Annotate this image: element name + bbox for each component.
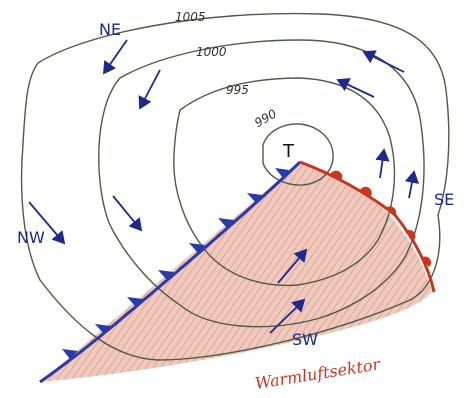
label-se: SE <box>434 190 454 209</box>
wind-arrow-icon <box>269 298 306 334</box>
isobar-label-1005: 1005 <box>175 10 206 24</box>
semicircle-icon <box>421 256 432 267</box>
wind-arrow-icon <box>28 201 66 245</box>
label-nw: NW <box>17 228 45 247</box>
isobar-label-995: 995 <box>226 83 249 97</box>
isobar-label-1000: 1000 <box>196 45 227 59</box>
isobar-label-990: 990 <box>252 106 279 130</box>
wind-arrow-icon <box>102 39 128 75</box>
warm-front-symbols <box>330 170 432 267</box>
label-ne: NE <box>99 20 121 39</box>
semicircle-icon <box>330 170 343 179</box>
semicircle-icon <box>385 206 397 216</box>
warm-sector-hatch <box>40 162 432 382</box>
cold-front-symbols <box>62 168 289 359</box>
wind-arrow-icon <box>404 170 420 199</box>
isobar-1000 <box>98 39 425 328</box>
label-sw: SW <box>292 330 318 349</box>
triangle-icon <box>95 324 111 334</box>
triangle-icon <box>158 270 174 280</box>
warm-sector-label: Warmluftsektor <box>254 354 383 393</box>
triangle-icon <box>247 193 262 203</box>
wind-arrows <box>28 39 420 334</box>
semicircle-icon <box>405 229 416 240</box>
isobar-995 <box>173 77 396 287</box>
wind-arrow-icon <box>362 50 405 73</box>
wind-arrow-icon <box>277 248 308 284</box>
isobar-990 <box>262 123 334 186</box>
triangle-icon <box>218 218 234 228</box>
triangle-icon <box>189 243 205 253</box>
wind-arrow-icon <box>375 148 390 179</box>
wind-arrow-icon <box>138 69 161 110</box>
semicircle-icon <box>360 186 372 196</box>
isobar-1005 <box>20 12 450 361</box>
wind-arrow-icon <box>112 195 143 232</box>
triangle-icon <box>62 349 78 359</box>
triangle-icon <box>127 297 143 307</box>
wind-arrow-icon <box>336 78 375 98</box>
triangle-icon <box>275 168 289 178</box>
low-pressure-label: T <box>282 141 295 162</box>
